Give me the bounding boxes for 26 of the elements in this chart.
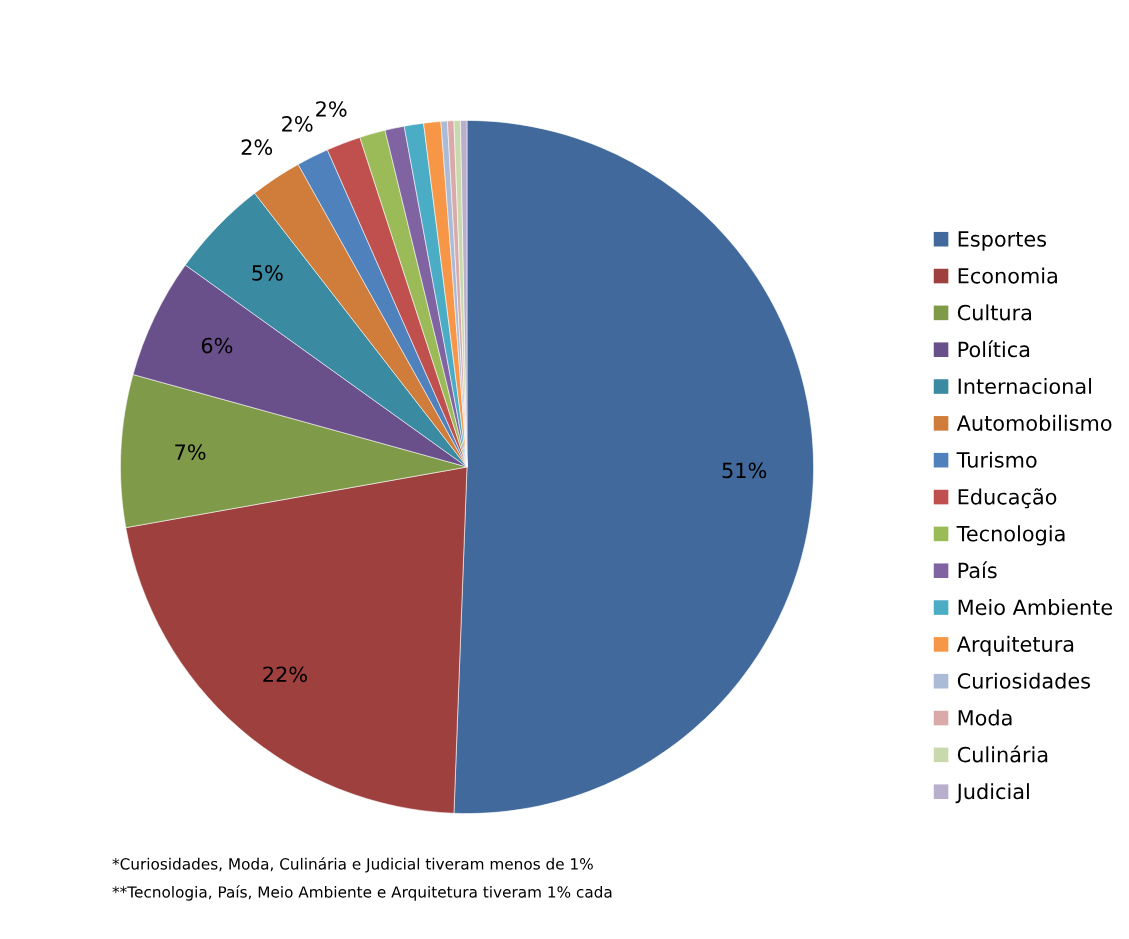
- text: *Curiosidades, Moda, Culinária e Judicial tiveram menos de 1%: [112, 857, 593, 873]
- legend-label: Turismo: [956, 451, 1037, 468]
- data-label: 2%: [316, 101, 347, 117]
- data-label: 6%: [201, 337, 233, 354]
- legend-label: País: [958, 561, 997, 579]
- legend-label: Tecnologia: [956, 525, 1065, 546]
- legend-label: Economia: [958, 267, 1057, 284]
- legend-label: Meio Ambiente: [958, 599, 1113, 616]
- legend-label: Internacional: [958, 378, 1091, 395]
- data-label: 7%: [175, 444, 206, 460]
- data-label: 2%: [241, 139, 273, 156]
- legend-label: Política: [958, 340, 1030, 358]
- legend-label: Moda: [958, 709, 1012, 726]
- legend-label: Curiosidades: [957, 672, 1091, 689]
- legend-label: Automobilismo: [956, 414, 1112, 431]
- text: **Tecnologia, País, Meio Ambiente e Arquitetura tiveram 1% cada: [112, 885, 612, 901]
- legend-label: Cultura: [957, 304, 1032, 321]
- data-label: 51%: [722, 462, 767, 479]
- legend-label: Arquitetura: [956, 635, 1074, 656]
- legend-label: Judicial: [955, 783, 1029, 804]
- legend-label: Culinária: [957, 745, 1048, 763]
- data-label: 5%: [252, 264, 283, 281]
- legend-label: Esportes: [958, 231, 1047, 251]
- data-label: 22%: [263, 666, 307, 683]
- legend-label: Educação: [958, 488, 1057, 509]
- data-label: 2%: [282, 116, 313, 132]
